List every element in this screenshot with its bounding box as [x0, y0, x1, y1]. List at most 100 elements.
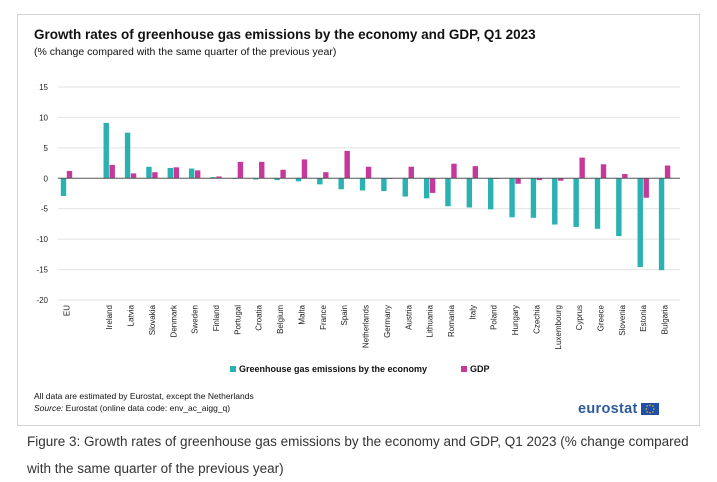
x-tick-label: Germany: [383, 305, 392, 338]
gdp-bar: [429, 178, 436, 193]
gdp-bar: [472, 166, 479, 179]
ghg-bar: [616, 178, 622, 237]
x-tick-label: Slovakia: [148, 304, 157, 335]
grid-lines: [58, 86, 680, 301]
ghg-bar: [274, 178, 280, 181]
ghg-bar: [381, 178, 387, 192]
x-tick-label: Sweden: [191, 305, 200, 334]
y-tick-label: -15: [36, 266, 48, 275]
x-tick-label: Greece: [597, 304, 606, 331]
x-tick-label: Slovenia: [618, 304, 627, 335]
gdp-bar: [558, 178, 564, 181]
gdp-bar: [237, 161, 244, 179]
chart-subtitle: (% change compared with the same quarter…: [34, 46, 337, 58]
eu-flag-icon: [640, 403, 659, 415]
gdp-bar: [194, 170, 201, 179]
gdp-bar: [109, 164, 115, 179]
legend-gdp-swatch: [461, 366, 467, 372]
ghg-bar: [338, 178, 344, 190]
x-tick-label: Finland: [212, 305, 221, 331]
footnote: All data are estimated by Eurostat, exce…: [34, 391, 254, 401]
gdp-bar: [216, 176, 222, 179]
figure-caption: Figure 3: Growth rates of greenhouse gas…: [27, 434, 689, 476]
ghg-bar: [295, 178, 302, 182]
x-tick-label: Denmark: [169, 304, 178, 337]
ghg-bar: [402, 178, 408, 197]
gdp-bar: [579, 157, 585, 179]
x-tick-label: Belgium: [276, 305, 285, 334]
gdp-bar: [515, 178, 521, 184]
x-tick-label: Poland: [490, 305, 499, 330]
gdp-bar: [323, 172, 329, 179]
y-tick-label: -10: [36, 235, 48, 244]
x-tick-label: Romania: [447, 304, 456, 337]
ghg-bar: [445, 178, 451, 207]
ghg-bar: [167, 167, 173, 179]
y-tick-label: 5: [44, 144, 49, 153]
source-text: Eurostat (online data code: env_ac_aigg_…: [65, 403, 231, 413]
gdp-bar: [600, 164, 607, 179]
gdp-bar: [365, 166, 372, 179]
x-tick-label: Hungary: [511, 305, 520, 335]
gdp-bar: [280, 169, 286, 179]
legend-ghg: Greenhouse gas emissions by the economy: [230, 364, 427, 374]
gdp-bar: [301, 159, 308, 179]
x-tick-label: Lithuania: [426, 304, 435, 337]
gdp-bar: [664, 165, 671, 179]
ghg-bar: [530, 178, 537, 218]
y-tick-label: 10: [39, 113, 48, 122]
chart-title: Growth rates of greenhouse gas emissions…: [34, 27, 536, 42]
ghg-bar: [637, 178, 643, 268]
ghg-bar: [466, 178, 473, 208]
source-note: Source: Eurostat (online data code: env_…: [34, 403, 230, 413]
ghg-bar: [552, 178, 558, 225]
logo-wordmark: eurostat: [578, 401, 638, 417]
x-tick-label: Austria: [404, 304, 413, 329]
gdp-bar: [259, 161, 265, 179]
ghg-bar: [317, 178, 323, 185]
legend-ghg-swatch: [230, 366, 236, 372]
ghg-bar: [124, 132, 131, 179]
y-tick-label: 0: [44, 174, 49, 183]
ghg-bar: [594, 178, 601, 229]
legend-gdp-label: GDP: [470, 364, 490, 374]
ghg-bar: [103, 122, 109, 179]
gdp-bar: [130, 173, 137, 179]
gdp-bar: [643, 178, 649, 198]
ghg-bar: [210, 177, 216, 179]
x-tick-label: Bulgaria: [661, 304, 670, 334]
bars: [60, 122, 671, 271]
x-tick-label: Estonia: [639, 304, 648, 331]
gdp-bar: [536, 178, 543, 181]
y-tick-label: 15: [39, 83, 48, 92]
x-tick-label: EU: [63, 305, 72, 316]
gdp-bar: [66, 170, 73, 179]
ghg-bar: [359, 178, 366, 191]
ghg-bar: [573, 178, 579, 227]
eurostat-logo[interactable]: eurostat: [578, 401, 659, 417]
gdp-bar: [173, 167, 179, 179]
x-tick-label: Malta: [297, 304, 306, 324]
x-tick-label: Italy: [468, 305, 477, 320]
ghg-bar: [658, 178, 665, 271]
y-tick-label: -20: [36, 296, 48, 305]
x-tick-label: Spain: [340, 305, 349, 325]
legend-gdp: GDP: [461, 364, 490, 374]
gdp-bar: [451, 163, 457, 179]
gdp-bar: [344, 150, 350, 179]
gdp-bar: [622, 174, 628, 179]
axis-labels: 15 10 5 0 -5 -10 -15 -20 EU Ireland Latvia Slovakia…: [36, 83, 669, 349]
y-tick-label: -5: [41, 205, 49, 214]
chart-frame: [17, 14, 700, 426]
ghg-bar: [146, 166, 152, 179]
ghg-bar: [488, 178, 494, 210]
x-tick-label: France: [319, 304, 328, 329]
x-tick-label: Portugal: [233, 305, 242, 335]
x-tick-label: Croatia: [255, 304, 264, 330]
x-tick-label: Ireland: [105, 305, 114, 329]
ghg-bar: [509, 178, 515, 218]
legend-ghg-label: Greenhouse gas emissions by the economy: [239, 364, 428, 374]
gdp-bar: [152, 172, 158, 179]
ghg-bar: [60, 178, 67, 196]
